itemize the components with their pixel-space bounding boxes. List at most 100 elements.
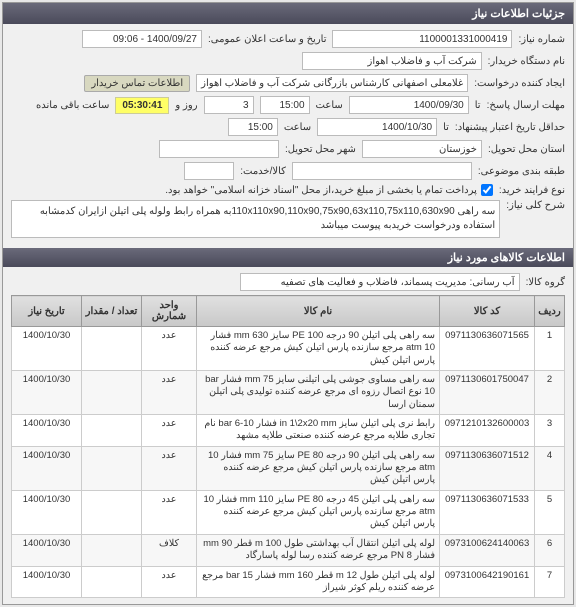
deadline-label: مهلت ارسال پاسخ: [487,100,565,111]
contact-info-badge[interactable]: اطلاعات تماس خریدار [84,75,190,92]
terms-note: پرداخت تمام یا بخشی از مبلغ خرید،از محل … [165,185,477,196]
until-label: تا [475,100,481,111]
cell-name: سه راهی پلی اتیلن 45 درجه PE 80 سایز mm … [197,490,440,534]
table-row[interactable]: 50971130636071533سه راهی پلی اتیلن 45 در… [12,490,565,534]
city-label: شهر محل تحویل: [285,144,356,155]
cell-idx: 5 [535,490,565,534]
cell-unit: کلاف [142,534,197,566]
province-label: استان محل تحویل: [488,144,565,155]
requester-field: غلامعلی اصفهانی کارشناس بازرگانی شرکت آب… [196,74,468,92]
cell-qty [82,446,142,490]
cell-qty [82,490,142,534]
table-row[interactable]: 60973100624140063لوله پلی اتیلن انتقال آ… [12,534,565,566]
cell-qty [82,371,142,415]
cell-date: 1400/10/30 [12,327,82,371]
header-section: شماره نیاز: 1100001331000419 تاریخ و ساع… [3,24,573,248]
cell-qty [82,415,142,447]
items-table: ردیف کد کالا نام کالا واحد شمارش تعداد /… [11,295,565,598]
expiry-date-field: 1400/10/30 [317,118,437,136]
buyer-org-label: نام دستگاه خریدار: [488,56,565,67]
pub-time-label: تاریخ و ساعت اعلان عمومی: [208,34,327,45]
goods-service-label: کالا/خدمت: [240,166,286,177]
cell-date: 1400/10/30 [12,446,82,490]
deadline-date-field: 1400/09/30 [349,96,469,114]
path-label: طبقه بندی موضوعی: [478,166,565,177]
cell-date: 1400/10/30 [12,415,82,447]
buyer-org-field: شرکت آب و فاضلاب اهواز [302,52,482,70]
panel-title: جزئیات اطلاعات نیاز [3,3,573,24]
col-name: نام کالا [197,296,440,327]
days-remain-field: 3 [204,96,254,114]
cell-code: 0973100642190161 [440,566,535,598]
expiry-label: حداقل تاریخ اعتبار پیشنهاد: [455,122,565,133]
cell-idx: 6 [535,534,565,566]
cell-code: 0971130636071565 [440,327,535,371]
buy-terms-label: نوع فرایند خرید: [499,185,565,196]
until-label-2: تا [443,122,449,133]
cell-idx: 4 [535,446,565,490]
cell-date: 1400/10/30 [12,490,82,534]
hour-label-2: ساعت [284,122,311,133]
col-qty: تعداد / مقدار [82,296,142,327]
cell-name: لوله پلی اتیلن انتقال آب بهداشتی طول m 1… [197,534,440,566]
cell-idx: 7 [535,566,565,598]
cell-idx: 2 [535,371,565,415]
cell-date: 1400/10/30 [12,566,82,598]
terms-checkbox[interactable] [481,184,493,196]
cell-code: 0971130636071512 [440,446,535,490]
path-field [292,162,472,180]
cell-idx: 1 [535,327,565,371]
table-row[interactable]: 10971130636071565سه راهی پلی اتیلن 90 در… [12,327,565,371]
cell-date: 1400/10/30 [12,371,82,415]
hour-label-1: ساعت [316,100,343,111]
expiry-time-field: 15:00 [228,118,278,136]
terms-checkbox-row: پرداخت تمام یا بخشی از مبلغ خرید،از محل … [165,184,493,196]
cell-unit: عدد [142,327,197,371]
cell-qty [82,534,142,566]
cell-qty [82,566,142,598]
pub-time-field: 1400/09/27 - 09:06 [82,30,202,48]
col-idx: ردیف [535,296,565,327]
cell-code: 0971130636071533 [440,490,535,534]
cell-name: سه راهی پلی اتیلن 90 درجه PE 80 سایز mm … [197,446,440,490]
province-field: خوزستان [362,140,482,158]
table-row[interactable]: 30971210132600003رابط نری پلی اتیلن سایز… [12,415,565,447]
items-section: گروه کالا: آب رسانی: مدیریت پسماند، فاضل… [3,267,573,604]
cell-name: رابط نری پلی اتیلن سایز in 1\2x20 mm فشا… [197,415,440,447]
col-code: کد کالا [440,296,535,327]
table-row[interactable]: 40971130636071512سه راهی پلی اتیلن 90 در… [12,446,565,490]
cell-unit: عدد [142,490,197,534]
need-no-field: 1100001331000419 [332,30,512,48]
cell-qty [82,327,142,371]
need-no-label: شماره نیاز: [518,34,565,45]
city-field [159,140,279,158]
table-header-row: ردیف کد کالا نام کالا واحد شمارش تعداد /… [12,296,565,327]
cell-code: 0971210132600003 [440,415,535,447]
remaining-label: ساعت باقی مانده [36,100,109,111]
cell-unit: عدد [142,566,197,598]
cell-code: 0971130601750047 [440,371,535,415]
group-field: آب رسانی: مدیریت پسماند، فاضلاب و فعالیت… [240,273,520,291]
col-unit: واحد شمارش [142,296,197,327]
cell-unit: عدد [142,371,197,415]
desc-title: شرح کلی نیاز: [506,200,565,211]
items-header: اطلاعات کالاهای مورد نیاز [3,248,573,267]
deadline-time-field: 15:00 [260,96,310,114]
cell-idx: 3 [535,415,565,447]
goods-service-field [184,162,234,180]
cell-name: لوله پلی اتیلن طول m 12 قطر mm 160 فشار … [197,566,440,598]
table-row[interactable]: 70973100642190161لوله پلی اتیلن طول m 12… [12,566,565,598]
requester-label: ایجاد کننده درخواست: [474,78,565,89]
cell-unit: عدد [142,446,197,490]
cell-unit: عدد [142,415,197,447]
countdown-timer: 05:30:41 [115,97,169,114]
table-row[interactable]: 20971130601750047سه راهی مساوی جوشی پلی … [12,371,565,415]
cell-name: سه راهی مساوی جوشی پلی اتیلنی سایز mm 75… [197,371,440,415]
cell-date: 1400/10/30 [12,534,82,566]
cell-name: سه راهی پلی اتیلن 90 درجه PE 100 سایز mm… [197,327,440,371]
col-date: تاریخ نیاز [12,296,82,327]
group-label: گروه کالا: [526,277,565,288]
desc-text: سه راهی 110x110x90,110x90,75x90,63x110,7… [11,200,500,238]
and-day-label: روز و [175,100,197,111]
cell-code: 0973100624140063 [440,534,535,566]
